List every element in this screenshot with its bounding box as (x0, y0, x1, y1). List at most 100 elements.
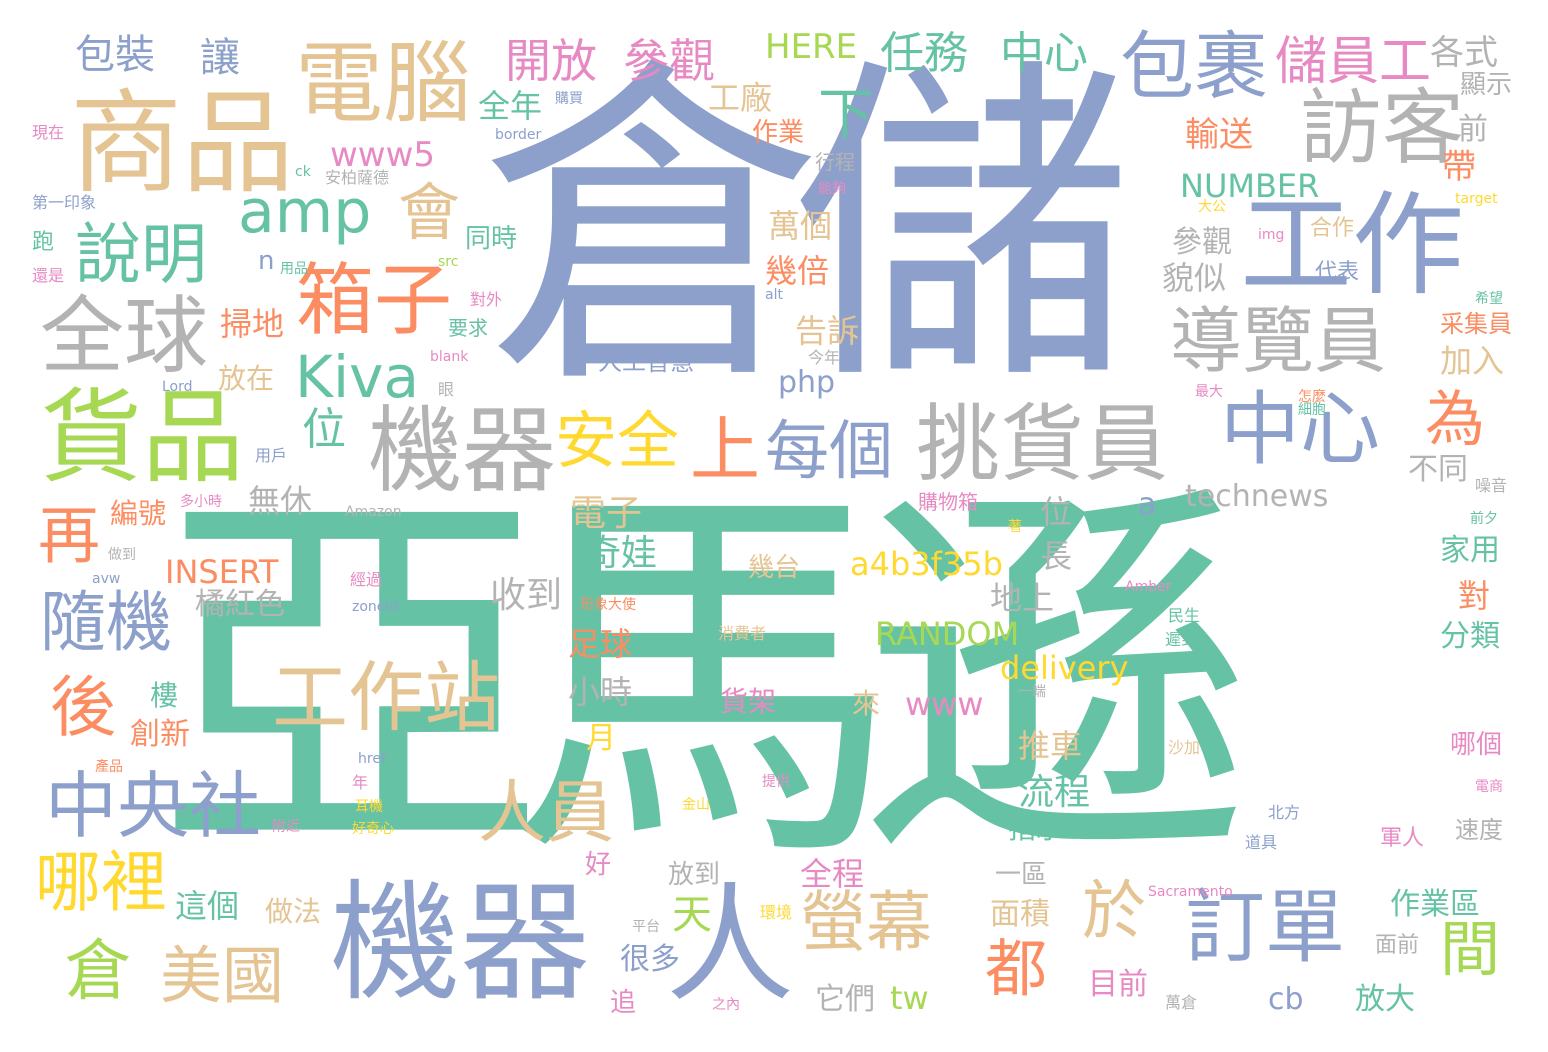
word-duoxiaoshi: 多小時 (180, 494, 222, 510)
word-avw: avw (92, 571, 121, 587)
word-zhui: 追 (610, 988, 637, 1018)
word-shajia: 沙加 (1168, 738, 1201, 757)
word-zhongyangshe: 中央社 (45, 764, 262, 848)
word-duiwai: 對外 (470, 290, 503, 309)
word-kiva: Kiva (295, 343, 420, 411)
word-fangda: 放大 (1355, 982, 1415, 1017)
word-liucheng: 流程 (1018, 772, 1091, 813)
word-zhang: 長 (1040, 537, 1073, 575)
word-amber: Amber (1125, 579, 1172, 595)
word-zuoye: 作業 (752, 118, 805, 148)
word-border: border (495, 127, 542, 143)
word-zhishi: 指示 (1008, 812, 1065, 845)
word-blank: blank (430, 349, 469, 365)
word-amazon-small: Amazon (345, 504, 402, 520)
word-zenme: 怎麼 (1298, 389, 1326, 405)
word-lord: Lord (162, 379, 193, 395)
word-shoudao: 收到 (490, 575, 563, 616)
word-nali: 哪裡 (35, 844, 167, 921)
word-wuxiu: 無休 (248, 482, 313, 520)
word-geshi: 各式 (1430, 33, 1498, 73)
word-tongshi: 同時 (465, 224, 518, 254)
word-yan: 眼 (438, 380, 455, 399)
word-zuodao: 做到 (108, 547, 136, 563)
word-jiqi-bottom: 機器 (330, 867, 591, 1019)
word-saodi: 掃地 (220, 305, 285, 343)
word-qian: 前 (1458, 112, 1488, 147)
word-xianshi: 顯示 (1460, 70, 1513, 100)
word-canguan-top: 參觀 (623, 34, 715, 88)
word-src: src (438, 254, 459, 270)
word-jinnian: 今年 (808, 348, 841, 367)
word-random: RANDOM (875, 615, 1020, 653)
word-chuangxin: 創新 (130, 717, 190, 752)
word-cb: cb (1268, 982, 1304, 1017)
word-mianji: 面積 (990, 897, 1050, 932)
word-zuqiu: 足球 (568, 625, 633, 663)
word-fujin: 附近 (272, 819, 300, 835)
word-alt: alt (765, 287, 783, 303)
word-hui: 會 (398, 176, 461, 249)
word-a: a (1138, 487, 1157, 522)
word-bianhao: 編號 (110, 497, 167, 530)
word-nage: 哪個 (1450, 730, 1503, 760)
word-zuofa: 做法 (265, 895, 322, 928)
word-amazon: 亞馬遜 (155, 453, 1251, 909)
word-zhongxin-right: 中心 (1220, 383, 1380, 476)
word-daolanyuan: 導覽員 (1170, 299, 1387, 383)
word-yonghu: 用戶 (255, 446, 288, 465)
word-daoju: 道具 (1245, 833, 1278, 852)
word-gongchang: 工廠 (708, 79, 773, 117)
word-muqian: 目前 (1088, 967, 1148, 1002)
word-xiangzi: 箱子 (296, 256, 453, 346)
word-zaoyin: 噪音 (1475, 476, 1508, 495)
word-jibei: 幾倍 (765, 252, 830, 290)
word-xingxiangdashi: 形象大使 (580, 597, 636, 613)
word-xingcheng: 行程 (815, 150, 855, 174)
word-dou: 都 (985, 932, 1048, 1005)
word-maosi: 貌似 (1162, 259, 1227, 297)
word-shuoming: 說明 (75, 216, 207, 293)
word-wei-1: 位 (302, 404, 346, 455)
word-yiqu: 一區 (995, 860, 1048, 890)
word-gongzuozhan: 工作站 (272, 653, 500, 742)
word-jinshan: 金山 (682, 797, 710, 813)
word-huopin: 貨品 (40, 379, 244, 498)
word-caijiyuan: 采集員 (1440, 310, 1512, 338)
word-gongzuo: 工作 (1240, 181, 1464, 311)
word-shang: 上 (690, 409, 760, 491)
word-tamen: 它們 (815, 982, 875, 1017)
word-amp: amp (238, 177, 372, 247)
word-fenlei: 分類 (1440, 619, 1500, 654)
word-tiaohuoyuan: 挑貨員 (916, 395, 1169, 493)
word-zhinei: 之內 (712, 997, 740, 1013)
word-erji: 耳機 (355, 799, 383, 815)
word-beifang: 北方 (1268, 803, 1301, 822)
word-xiaoshi: 小時 (568, 673, 633, 711)
word-jian: 間 (1440, 915, 1500, 985)
word-dingdan: 訂單 (1185, 881, 1345, 974)
word-xiwang: 希望 (1475, 291, 1503, 307)
word-diannao: 電腦 (295, 32, 472, 135)
word-quanqiu: 全球 (40, 287, 209, 385)
word-minsheng: 民生 (1168, 606, 1201, 625)
word-hezuo: 合作 (1310, 216, 1355, 241)
word-diyiyinxiang: 第一印象 (32, 193, 97, 212)
word-rengongzhihui: 人工智慧 (598, 348, 694, 376)
word-shangpin: 商品 (70, 79, 294, 209)
word-zhege: 這個 (175, 887, 240, 925)
word-junren: 軍人 (1380, 826, 1425, 851)
word-href: href (358, 751, 386, 767)
word-butong: 不同 (1408, 452, 1468, 487)
word-n: n (258, 246, 275, 276)
word-zuoyequ: 作業區 (1390, 887, 1480, 922)
word-tuiche: 推車 (1018, 727, 1083, 765)
word-yongpin: 用品 (280, 261, 308, 277)
word-tw: tw (890, 979, 929, 1017)
word-huanjing: 環境 (760, 903, 793, 922)
word-baozhuang: 包裝 (75, 32, 155, 78)
word-goumai: 購買 (555, 91, 583, 107)
word-delivery: delivery (1000, 649, 1129, 687)
word-dishang: 地上 (990, 579, 1055, 617)
word-target: target (1455, 191, 1498, 207)
